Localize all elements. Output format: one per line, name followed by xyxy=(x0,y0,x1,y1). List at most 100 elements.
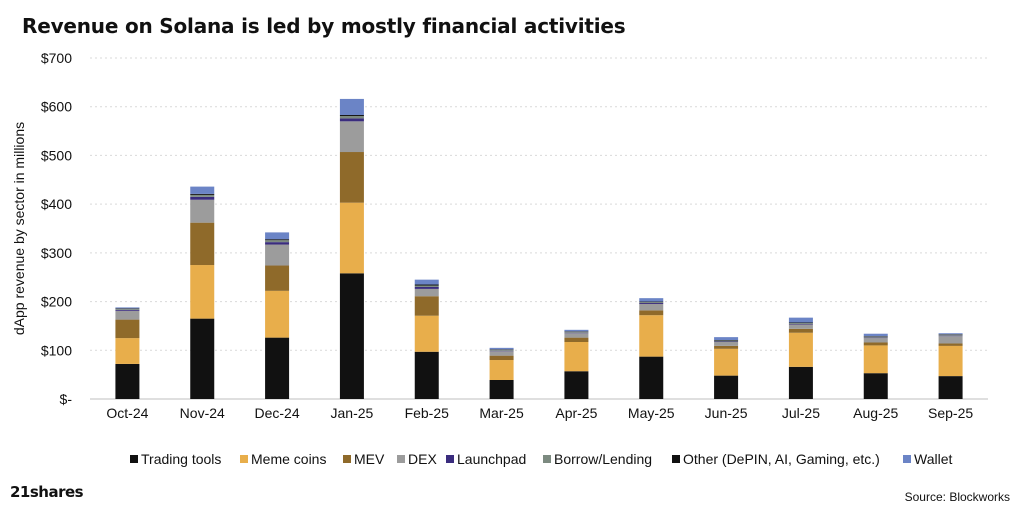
x-tick-label: Oct-24 xyxy=(106,405,148,421)
legend-swatch xyxy=(130,455,138,463)
legend-swatch xyxy=(343,455,351,463)
legend-label: DEX xyxy=(408,451,437,467)
bar-segment xyxy=(115,309,140,311)
bar-segment xyxy=(639,298,664,302)
bar-segment xyxy=(190,194,215,197)
bar-segment xyxy=(639,302,664,304)
legend-label: Trading tools xyxy=(141,451,221,467)
bar-segment xyxy=(714,340,739,342)
bar-segment xyxy=(863,336,888,338)
legend-label: Meme coins xyxy=(251,451,326,467)
bar-segment xyxy=(788,328,813,333)
bar-segment xyxy=(639,310,664,316)
legend-swatch xyxy=(240,455,248,463)
bar-segment xyxy=(265,337,290,399)
y-tick-label: $600 xyxy=(41,99,72,115)
legend-label: Borrow/Lending xyxy=(554,451,652,467)
bar-segment xyxy=(714,345,739,349)
bar-segment xyxy=(265,244,290,266)
bar-segment xyxy=(115,308,140,310)
bar-segment xyxy=(190,265,215,319)
bar-segment xyxy=(115,319,140,339)
bar-segment xyxy=(564,329,589,332)
bar-segment xyxy=(339,152,364,203)
y-tick-label: $400 xyxy=(41,196,72,212)
bar-segment xyxy=(339,98,364,115)
bar-segment xyxy=(115,338,140,364)
y-tick-label: $100 xyxy=(41,342,72,358)
bar-segment xyxy=(938,333,963,335)
source-note: Source: Blockworks xyxy=(904,490,1010,504)
y-tick-label: $300 xyxy=(41,245,72,261)
bar-segment xyxy=(938,345,963,377)
bar-segment xyxy=(190,193,215,195)
x-tick-label: Feb-25 xyxy=(405,405,450,421)
bar-segment xyxy=(414,288,439,297)
bar-segment xyxy=(339,121,364,153)
legend-swatch xyxy=(397,455,405,463)
y-tick-label: $700 xyxy=(41,50,72,66)
bar-segment xyxy=(339,202,364,274)
y-tick-label: $- xyxy=(60,391,73,407)
bar-segment xyxy=(938,334,963,336)
bar-segment xyxy=(190,222,215,266)
bar-segment xyxy=(938,376,963,399)
bar-segment xyxy=(190,186,215,194)
legend-swatch xyxy=(543,455,551,463)
y-axis-title: dApp revenue by sector in millions xyxy=(11,122,27,335)
bar-segment xyxy=(564,331,589,333)
bar-segment xyxy=(714,337,739,341)
y-tick-label: $500 xyxy=(41,147,72,163)
bar-segment xyxy=(489,360,514,381)
bar-segment xyxy=(190,318,215,399)
bar-segment xyxy=(564,337,589,343)
x-tick-label: Aug-25 xyxy=(853,405,898,421)
x-tick-label: Dec-24 xyxy=(255,405,300,421)
bar-segment xyxy=(938,343,963,346)
y-tick-label: $200 xyxy=(41,294,72,310)
x-tick-label: Nov-24 xyxy=(180,405,225,421)
x-tick-label: Jan-25 xyxy=(331,405,374,421)
bar-segment xyxy=(639,315,664,357)
x-tick-label: Sep-25 xyxy=(928,405,973,421)
bar-segment xyxy=(265,240,290,243)
bar-segment xyxy=(863,342,888,346)
bar-segment xyxy=(414,286,439,289)
bar-segment xyxy=(489,347,514,350)
bar-segment xyxy=(564,342,589,372)
bar-segment xyxy=(863,345,888,374)
bar-segment xyxy=(863,373,888,399)
bar-segment xyxy=(414,285,439,287)
bar-segment xyxy=(339,115,364,119)
bar-segment xyxy=(115,363,140,399)
bar-segment xyxy=(414,284,439,286)
bar-segment xyxy=(938,336,963,344)
bar-segment xyxy=(265,232,290,240)
bar-segment xyxy=(714,375,739,399)
bar-segment xyxy=(190,199,215,223)
bar-segment xyxy=(489,355,514,361)
bar-segment xyxy=(788,332,813,367)
bar-segment xyxy=(115,310,140,320)
bar-segment xyxy=(564,333,589,338)
legend-label: Launchpad xyxy=(457,451,526,467)
bar-segment xyxy=(339,273,364,399)
legend-label: MEV xyxy=(354,451,385,467)
bar-segment xyxy=(339,118,364,122)
bar-segment xyxy=(265,242,290,245)
bar-segment xyxy=(863,338,888,343)
legend-label: Wallet xyxy=(914,451,952,467)
legend-swatch xyxy=(446,455,454,463)
bar-segment xyxy=(115,307,140,309)
bar-segment xyxy=(489,351,514,356)
bar-segment xyxy=(788,324,813,329)
bar-segment xyxy=(339,114,364,116)
x-tick-label: Jul-25 xyxy=(782,405,820,421)
bar-segment xyxy=(714,342,739,346)
brand-logo: 21shares xyxy=(10,483,84,501)
bar-segment xyxy=(190,196,215,200)
bar-segment xyxy=(414,279,439,285)
bar-segment xyxy=(265,265,290,291)
bar-segment xyxy=(265,290,290,338)
